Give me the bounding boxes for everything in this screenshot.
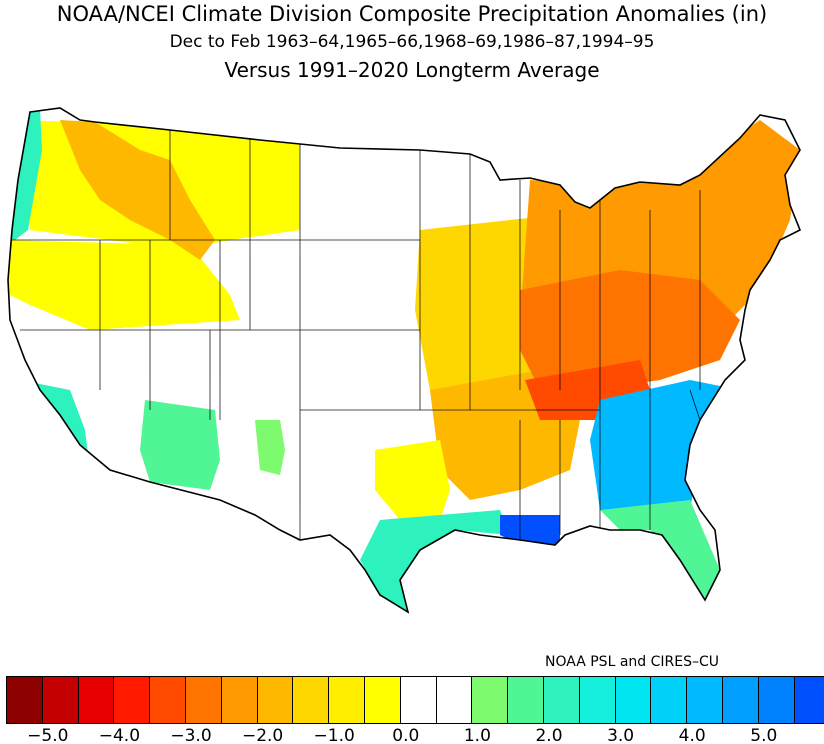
colorbar-cell-20 — [722, 677, 759, 723]
colorbar-cell-18 — [651, 677, 688, 723]
colorbar-cell-1 — [42, 677, 79, 723]
precipitation-map — [7, 107, 801, 613]
colorbar-cell-19 — [687, 677, 723, 723]
region-new-mexico — [255, 420, 285, 475]
colorbar-tick-label: −5.0 — [27, 726, 69, 744]
colorbar-cell-2 — [78, 677, 115, 723]
colorbar-cell-3 — [114, 677, 151, 723]
colorbar-tick-label: −2.0 — [241, 726, 284, 744]
colorbar-cell-6 — [221, 677, 258, 723]
colorbar-cell-8 — [293, 677, 330, 723]
colorbar-tick-label: 4.0 — [678, 726, 706, 744]
colorbar-tick-label: 0.0 — [392, 726, 420, 744]
colorbar-cell-16 — [579, 677, 616, 723]
colorbar-cell-13 — [472, 677, 509, 723]
colorbar-cell-17 — [615, 677, 652, 723]
colorbar-tick-label: 1.0 — [463, 726, 491, 744]
colorbar — [6, 676, 824, 724]
colorbar-cell-7 — [257, 677, 294, 723]
region-gulf-coast-texas — [360, 510, 510, 612]
colorbar-cell-21 — [758, 677, 795, 723]
region-north-texas — [375, 440, 450, 520]
anomaly-regions — [8, 108, 800, 612]
colorbar-ticks: −5.0 −4.0 −3.0 −2.0 −1.0 0.0 1.0 2.0 3.0 4.0 5.0 — [6, 726, 818, 744]
region-ohio-valley — [520, 270, 740, 390]
colorbar-cell-5 — [185, 677, 222, 723]
colorbar-cell-0 — [7, 677, 43, 723]
region-idaho-montana — [60, 120, 215, 260]
colorbar-cell-10 — [364, 677, 401, 723]
colorbar-cell-9 — [329, 677, 365, 723]
colorbar-tick-label: −1.0 — [313, 726, 355, 744]
colorbar-tick-label: −3.0 — [170, 726, 212, 744]
colorbar-cell-4 — [150, 677, 186, 723]
colorbar-cell-15 — [543, 677, 580, 723]
colorbar-cell-22 — [794, 677, 824, 723]
colorbar-cell-11 — [400, 677, 437, 723]
state-boundaries — [8, 130, 701, 540]
colorbar-tick-label: 5.0 — [750, 726, 778, 744]
region-georgia-carolinas — [590, 380, 740, 520]
map-subtitle: Dec to Feb 1963–64,1965–66,1968–69,1986–… — [169, 32, 655, 52]
map-title: NOAA/NCEI Climate Division Composite Pre… — [56, 2, 768, 26]
map-baseline: Versus 1991–2020 Longterm Average — [224, 58, 600, 82]
colorbar-cell-12 — [436, 677, 473, 723]
region-arizona — [140, 400, 220, 490]
colorbar-tick-label: 3.0 — [607, 726, 635, 744]
colorbar-tick-label: −4.0 — [98, 726, 141, 744]
credit-label: NOAA PSL and CIRES–CU — [545, 654, 719, 670]
colorbar-cell-14 — [508, 677, 544, 723]
colorbar-tick-label: 2.0 — [535, 726, 563, 744]
region-louisiana-coast — [500, 515, 560, 545]
region-northern-great-basin — [8, 240, 240, 330]
